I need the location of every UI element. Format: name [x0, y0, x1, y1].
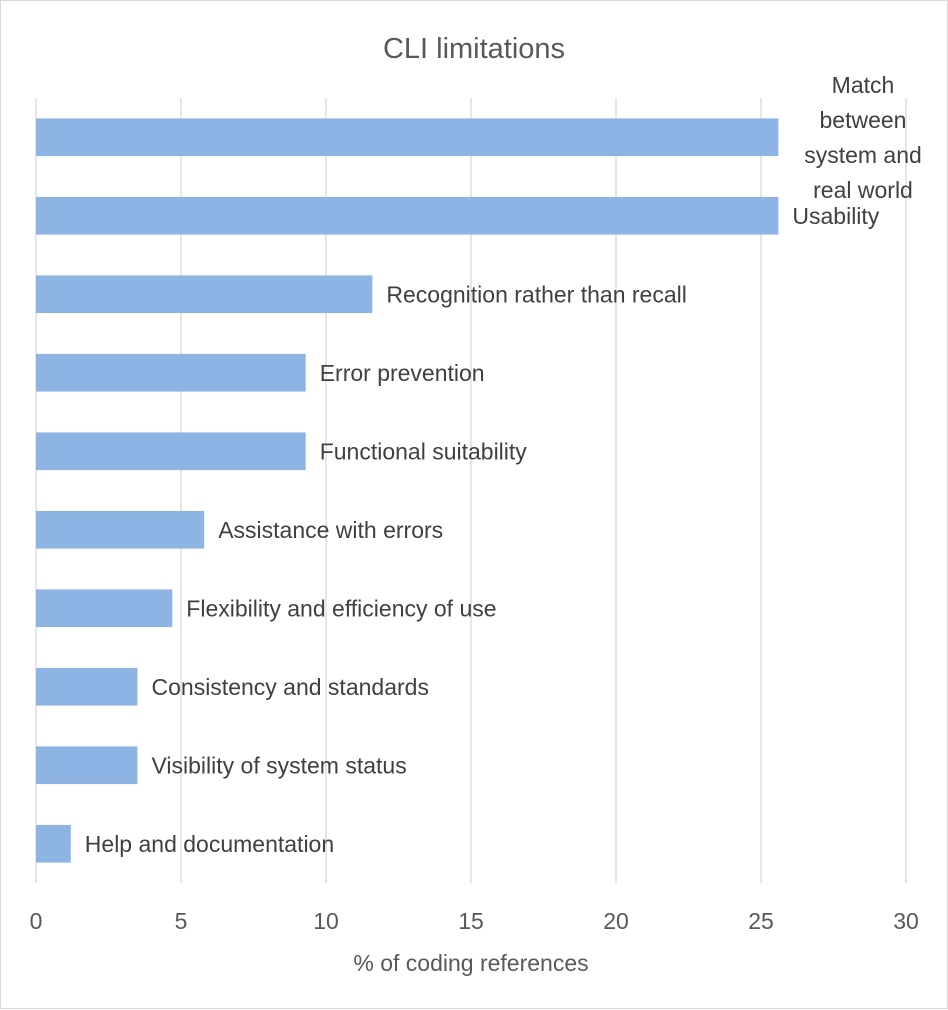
x-tick-label: 10 [313, 908, 339, 934]
chart-title: CLI limitations [383, 33, 565, 65]
x-tick-label: 5 [175, 908, 188, 934]
bar-label-line: between [820, 107, 907, 133]
x-tick-label: 20 [603, 908, 629, 934]
bar [36, 510, 205, 549]
bar [36, 667, 138, 706]
bar [36, 118, 779, 157]
bar-label: Help and documentation [85, 831, 334, 857]
x-tick-label: 0 [30, 908, 43, 934]
bar-label: Error prevention [320, 360, 485, 386]
bar-label: Visibility of system status [152, 752, 407, 778]
x-tick-labels: 0 5 10 15 20 25 30 [30, 908, 919, 934]
bar-label: Flexibility and efficiency of use [186, 595, 496, 621]
bar-label-line: system and [804, 142, 922, 168]
bar [36, 824, 71, 863]
x-tick-label: 15 [458, 908, 484, 934]
bar [36, 746, 138, 785]
bar-label: Functional suitability [320, 438, 528, 464]
x-tick-label: 30 [893, 908, 919, 934]
bar-label-line: Match [832, 72, 895, 98]
bar-label: Match between system and real world [804, 72, 922, 203]
bar [36, 275, 373, 314]
bar-label: Assistance with errors [218, 517, 443, 543]
bar [36, 196, 779, 235]
bar-labels: Match between system and real worldUsabilit… [85, 72, 922, 857]
x-axis-title: % of coding references [353, 950, 588, 976]
x-tick-label: 25 [748, 908, 774, 934]
bar-label: Recognition rather than recall [386, 281, 686, 307]
bar [36, 589, 173, 628]
bar-label-line: real world [813, 177, 913, 203]
bar-label: Consistency and standards [152, 674, 429, 700]
bar [36, 432, 306, 471]
bar-label: Usability [792, 203, 879, 229]
bar [36, 353, 306, 392]
bars [36, 118, 779, 863]
